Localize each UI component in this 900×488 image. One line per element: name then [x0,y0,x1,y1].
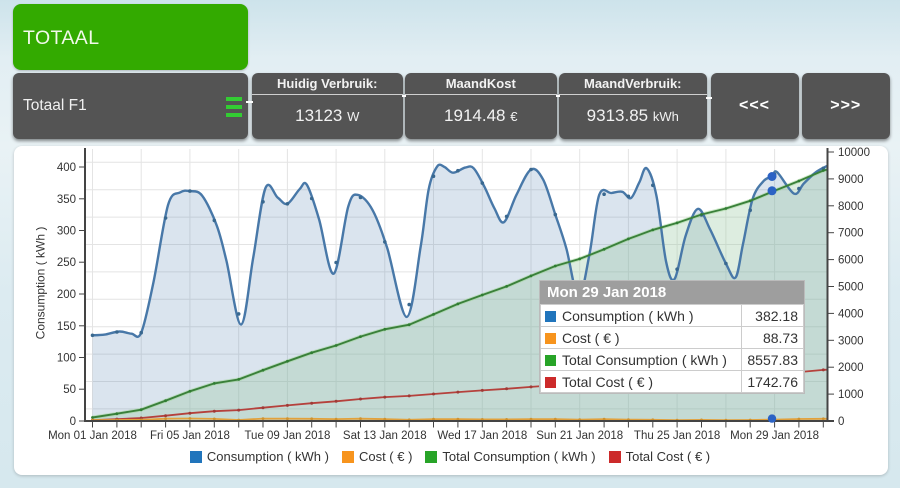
svg-text:8000: 8000 [838,201,864,213]
svg-text:Thu 25 Jan 2018: Thu 25 Jan 2018 [634,430,720,442]
svg-text:10000: 10000 [838,147,870,159]
svg-text:3000: 3000 [838,335,864,347]
svg-text:Consumption ( kWh ): Consumption ( kWh ) [34,227,48,340]
svg-text:7000: 7000 [838,228,864,240]
svg-text:350: 350 [57,194,76,206]
svg-text:0: 0 [838,416,844,428]
svg-text:Sun 21 Jan 2018: Sun 21 Jan 2018 [536,430,623,442]
svg-text:400: 400 [57,162,76,174]
svg-text:200: 200 [57,289,76,301]
svg-text:Sat 13 Jan 2018: Sat 13 Jan 2018 [343,430,427,442]
svg-text:50: 50 [63,384,76,396]
svg-text:5000: 5000 [838,282,864,294]
svg-text:1000: 1000 [838,389,864,401]
svg-text:9000: 9000 [838,174,864,186]
svg-text:Mon 29 Jan 2018: Mon 29 Jan 2018 [730,430,819,442]
svg-text:6000: 6000 [838,255,864,267]
svg-text:0: 0 [70,416,76,428]
svg-text:4000: 4000 [838,308,864,320]
svg-text:150: 150 [57,321,76,333]
svg-text:Mon 01 Jan 2018: Mon 01 Jan 2018 [48,430,137,442]
svg-text:100: 100 [57,353,76,365]
svg-text:300: 300 [57,226,76,238]
svg-text:250: 250 [57,257,76,269]
svg-text:2000: 2000 [838,362,864,374]
svg-text:Fri 05 Jan 2018: Fri 05 Jan 2018 [150,430,230,442]
svg-text:Wed 17 Jan 2018: Wed 17 Jan 2018 [437,430,527,442]
svg-text:Tue 09 Jan 2018: Tue 09 Jan 2018 [244,430,330,442]
